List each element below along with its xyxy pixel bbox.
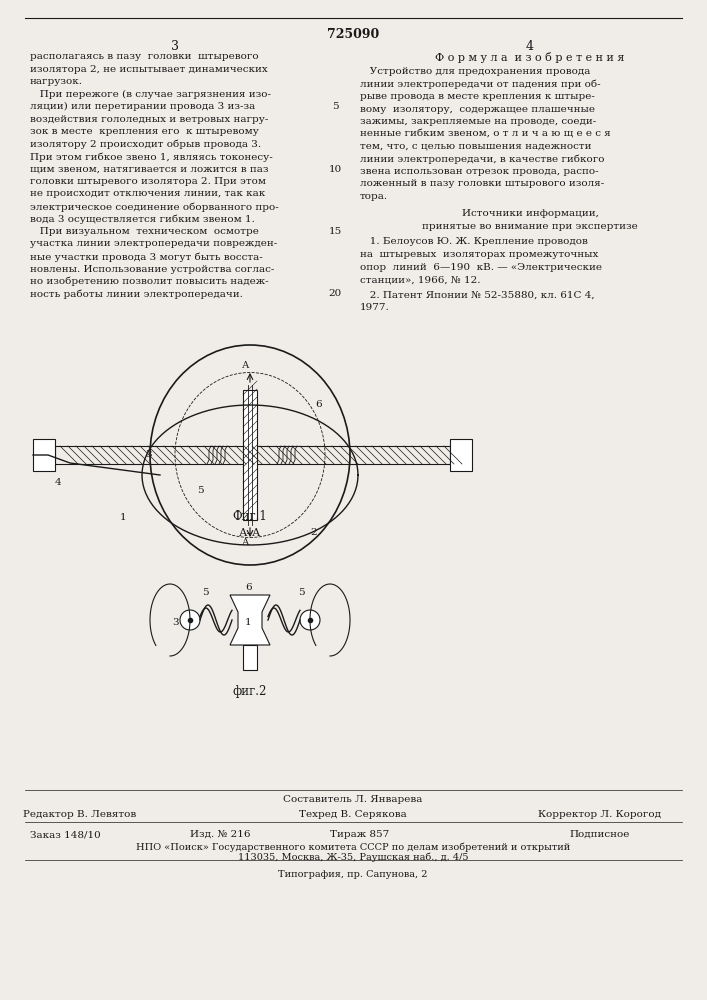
- Text: зажимы, закрепляемые на проводе, соеди-: зажимы, закрепляемые на проводе, соеди-: [360, 117, 596, 126]
- Text: линии электропередачи, в качестве гибкого: линии электропередачи, в качестве гибког…: [360, 154, 604, 164]
- Text: опор  линий  6—190  кВ. — «Электрические: опор линий 6—190 кВ. — «Электрические: [360, 262, 602, 271]
- Text: 725090: 725090: [327, 28, 379, 41]
- Text: При пережоге (в случае загрязнения изо-: При пережоге (в случае загрязнения изо-: [30, 90, 271, 99]
- Text: ные участки провода 3 могут быть восста-: ные участки провода 3 могут быть восста-: [30, 252, 263, 261]
- Text: 5: 5: [298, 588, 305, 597]
- Text: Техред В. Серякова: Техред В. Серякова: [299, 810, 407, 819]
- Text: Типография, пр. Сапунова, 2: Типография, пр. Сапунова, 2: [279, 870, 428, 879]
- Text: 15: 15: [328, 227, 341, 236]
- Text: 10: 10: [328, 164, 341, 174]
- Text: 3: 3: [172, 618, 179, 627]
- Text: линии электропередачи от падения при об-: линии электропередачи от падения при об-: [360, 80, 601, 89]
- Text: 2. Патент Японии № 52-35880, кл. 61С 4,: 2. Патент Японии № 52-35880, кл. 61С 4,: [360, 290, 595, 300]
- Text: Составитель Л. Январева: Составитель Л. Январева: [284, 795, 423, 804]
- Text: А–А: А–А: [239, 528, 261, 538]
- Text: А: А: [242, 361, 250, 370]
- Polygon shape: [230, 595, 270, 645]
- Bar: [243, 645, 257, 670]
- Text: ложенный в пазу головки штырового изоля-: ложенный в пазу головки штырового изоля-: [360, 180, 604, 188]
- Text: вому  изолятору,  содержащее плашечные: вому изолятору, содержащее плашечные: [360, 104, 595, 113]
- Text: Корректор Л. Корогод: Корректор Л. Корогод: [539, 810, 662, 819]
- Text: Устройство для предохранения провода: Устройство для предохранения провода: [360, 67, 590, 76]
- Text: новлены. Использование устройства соглас-: новлены. Использование устройства соглас…: [30, 264, 274, 273]
- Text: ляции) или перетирании провода 3 из-за: ляции) или перетирании провода 3 из-за: [30, 102, 255, 111]
- Text: 5: 5: [332, 102, 339, 111]
- Text: А: А: [242, 538, 250, 547]
- Bar: [55, 446, 450, 464]
- Text: Фиг.1: Фиг.1: [233, 510, 267, 523]
- Text: 5: 5: [197, 486, 204, 495]
- Text: 4: 4: [526, 40, 534, 53]
- Text: звена использован отрезок провода, распо-: звена использован отрезок провода, распо…: [360, 167, 599, 176]
- Bar: [33, 439, 55, 471]
- Text: 5: 5: [202, 588, 209, 597]
- Text: Подписное: Подписное: [570, 830, 630, 839]
- Text: Тираж 857: Тираж 857: [330, 830, 390, 839]
- Text: 3: 3: [145, 450, 151, 459]
- Text: головки штыревого изолятора 2. При этом: головки штыревого изолятора 2. При этом: [30, 177, 266, 186]
- Text: 3: 3: [171, 40, 179, 53]
- Text: НПО «Поиск» Государственного комитета СССР по делам изобретений и открытий: НПО «Поиск» Государственного комитета СС…: [136, 842, 570, 852]
- Text: При визуальном  техническом  осмотре: При визуальном техническом осмотре: [30, 227, 259, 236]
- Text: Редактор В. Левятов: Редактор В. Левятов: [23, 810, 136, 819]
- Text: фиг.2: фиг.2: [233, 685, 267, 698]
- Text: изолятору 2 происходит обрыв провода 3.: изолятору 2 происходит обрыв провода 3.: [30, 139, 261, 149]
- Circle shape: [180, 610, 200, 630]
- Text: тора.: тора.: [360, 192, 388, 201]
- Text: рыве провода в месте крепления к штыре-: рыве провода в месте крепления к штыре-: [360, 92, 595, 101]
- Text: 113035, Москва, Ж-35, Раушская наб., д. 4/5: 113035, Москва, Ж-35, Раушская наб., д. …: [238, 853, 468, 862]
- Text: Изд. № 216: Изд. № 216: [189, 830, 250, 839]
- Text: ненные гибким звеном, о т л и ч а ю щ е е с я: ненные гибким звеном, о т л и ч а ю щ е …: [360, 129, 611, 138]
- Text: 4: 4: [55, 478, 62, 487]
- Text: вода 3 осуществляется гибким звеном 1.: вода 3 осуществляется гибким звеном 1.: [30, 215, 255, 224]
- Text: станции», 1966, № 12.: станции», 1966, № 12.: [360, 275, 481, 284]
- Bar: [450, 439, 472, 471]
- Text: 6: 6: [315, 400, 322, 409]
- Text: 1977.: 1977.: [360, 303, 390, 312]
- Text: 1: 1: [120, 513, 127, 522]
- Text: располагаясь в пазу  головки  штыревого: располагаясь в пазу головки штыревого: [30, 52, 259, 61]
- Text: электрическое соединение оборванного про-: электрическое соединение оборванного про…: [30, 202, 279, 212]
- Text: не происходит отключения линии, так как: не происходит отключения линии, так как: [30, 190, 265, 198]
- Text: ность работы линии электропередачи.: ность работы линии электропередачи.: [30, 290, 243, 299]
- Text: 20: 20: [328, 290, 341, 298]
- Bar: [243, 390, 257, 520]
- Text: Заказ 148/10: Заказ 148/10: [30, 830, 100, 839]
- Text: 1: 1: [245, 618, 252, 627]
- Text: принятые во внимание при экспертизе: принятые во внимание при экспертизе: [422, 222, 638, 231]
- Text: 6: 6: [245, 583, 252, 592]
- Text: нагрузок.: нагрузок.: [30, 77, 83, 86]
- Circle shape: [300, 610, 320, 630]
- Text: на  штыревых  изоляторах промежуточных: на штыревых изоляторах промежуточных: [360, 250, 598, 259]
- Text: зок в месте  крепления его  к штыревому: зок в месте крепления его к штыревому: [30, 127, 259, 136]
- Text: 2: 2: [310, 528, 317, 537]
- Text: участка линии электропередачи поврежден-: участка линии электропередачи поврежден-: [30, 239, 277, 248]
- Text: щим звеном, натягивается и ложится в паз: щим звеном, натягивается и ложится в паз: [30, 164, 269, 174]
- Text: 1. Белоусов Ю. Ж. Крепление проводов: 1. Белоусов Ю. Ж. Крепление проводов: [360, 237, 588, 246]
- Text: тем, что, с целью повышения надежности: тем, что, с целью повышения надежности: [360, 142, 592, 151]
- Text: Источники информации,: Источники информации,: [462, 210, 598, 219]
- Text: воздействия гололедных и ветровых нагру-: воздействия гололедных и ветровых нагру-: [30, 114, 269, 123]
- Text: При этом гибкое звено 1, являясь токонесу-: При этом гибкое звено 1, являясь токонес…: [30, 152, 273, 161]
- Text: Ф о р м у л а  и з о б р е т е н и я: Ф о р м у л а и з о б р е т е н и я: [436, 52, 625, 63]
- Text: но изобретению позволит повысить надеж-: но изобретению позволит повысить надеж-: [30, 277, 269, 286]
- Text: изолятора 2, не испытывает динамических: изолятора 2, не испытывает динамических: [30, 64, 268, 74]
